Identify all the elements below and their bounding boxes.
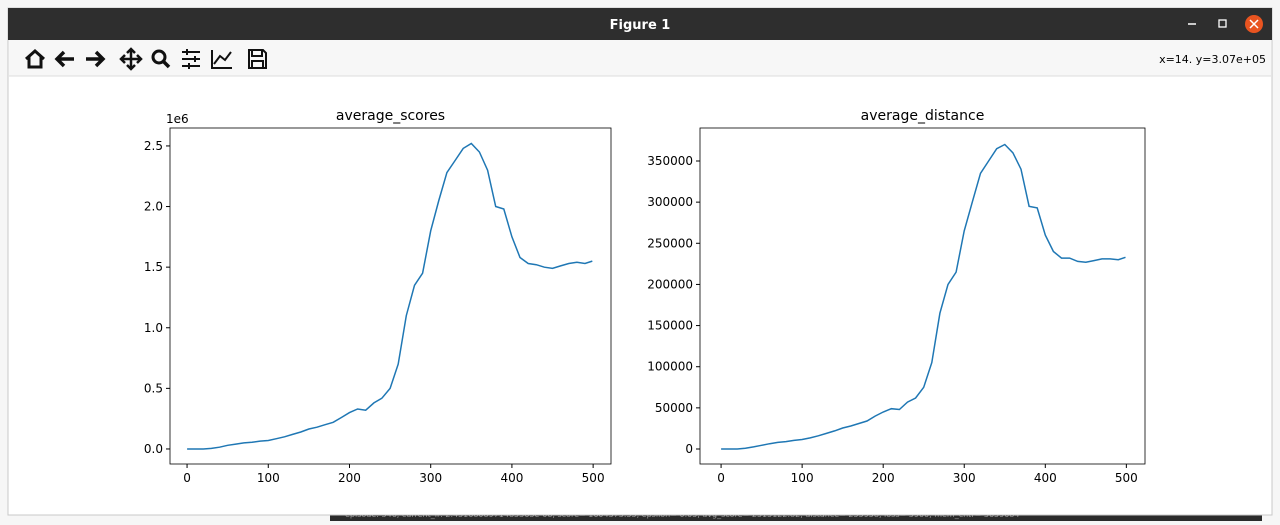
- x-tick-label: 200: [338, 471, 361, 485]
- pan-button[interactable]: [119, 47, 143, 71]
- y-offset-label: 1e6: [166, 112, 189, 126]
- save-button[interactable]: [248, 49, 267, 69]
- y-tick-label: 300000: [647, 195, 693, 209]
- y-tick-label: 100000: [647, 360, 693, 374]
- configure-button[interactable]: [182, 49, 200, 69]
- y-tick-label: 350000: [647, 154, 693, 168]
- forward-button[interactable]: [86, 50, 106, 68]
- x-tick-label: 400: [1034, 471, 1057, 485]
- title-bar: [8, 8, 1272, 40]
- x-tick-label: 100: [257, 471, 280, 485]
- y-tick-label: 250000: [647, 236, 693, 250]
- y-tick-label: 0: [685, 442, 693, 456]
- edit-axis-button[interactable]: [211, 50, 232, 69]
- chart-title: average_distance: [861, 108, 985, 124]
- x-tick-label: 300: [419, 471, 442, 485]
- x-tick-label: 100: [791, 471, 814, 485]
- data-line: [721, 143, 1126, 450]
- x-tick-label: 0: [717, 471, 725, 485]
- x-tick-label: 500: [1115, 471, 1138, 485]
- axes-frame: [699, 127, 1146, 465]
- y-tick-label: 150000: [647, 319, 693, 333]
- x-tick-label: 400: [500, 471, 523, 485]
- y-tick-label: 0.5: [144, 381, 163, 395]
- y-tick-label: 1.5: [144, 260, 163, 274]
- y-tick-label: 0.0: [144, 442, 163, 456]
- y-tick-label: 200000: [647, 277, 693, 291]
- y-tick-label: 1.0: [144, 321, 163, 335]
- x-tick-label: 200: [872, 471, 895, 485]
- close-button[interactable]: [1245, 15, 1263, 33]
- toolbar-buttons: [25, 47, 267, 71]
- status-text: x=14. y=3.07e+05: [1159, 53, 1266, 66]
- plot-area: [170, 128, 611, 464]
- x-tick-label: 0: [183, 471, 191, 485]
- y-tick-label: 50000: [655, 401, 693, 415]
- zoom-button[interactable]: [151, 49, 171, 69]
- data-line: [187, 142, 593, 450]
- y-tick-label: 2.5: [144, 139, 163, 153]
- x-tick-label: 300: [953, 471, 976, 485]
- x-tick-label: 500: [582, 471, 605, 485]
- back-button[interactable]: [54, 50, 74, 68]
- plot-area: [700, 128, 1145, 464]
- chart-title: average_scores: [336, 108, 445, 124]
- home-button[interactable]: [25, 48, 45, 69]
- y-tick-label: 2.0: [144, 200, 163, 214]
- maximize-button[interactable]: [1218, 19, 1227, 28]
- axes-frame: [169, 127, 612, 465]
- window-title: Figure 1: [610, 18, 671, 33]
